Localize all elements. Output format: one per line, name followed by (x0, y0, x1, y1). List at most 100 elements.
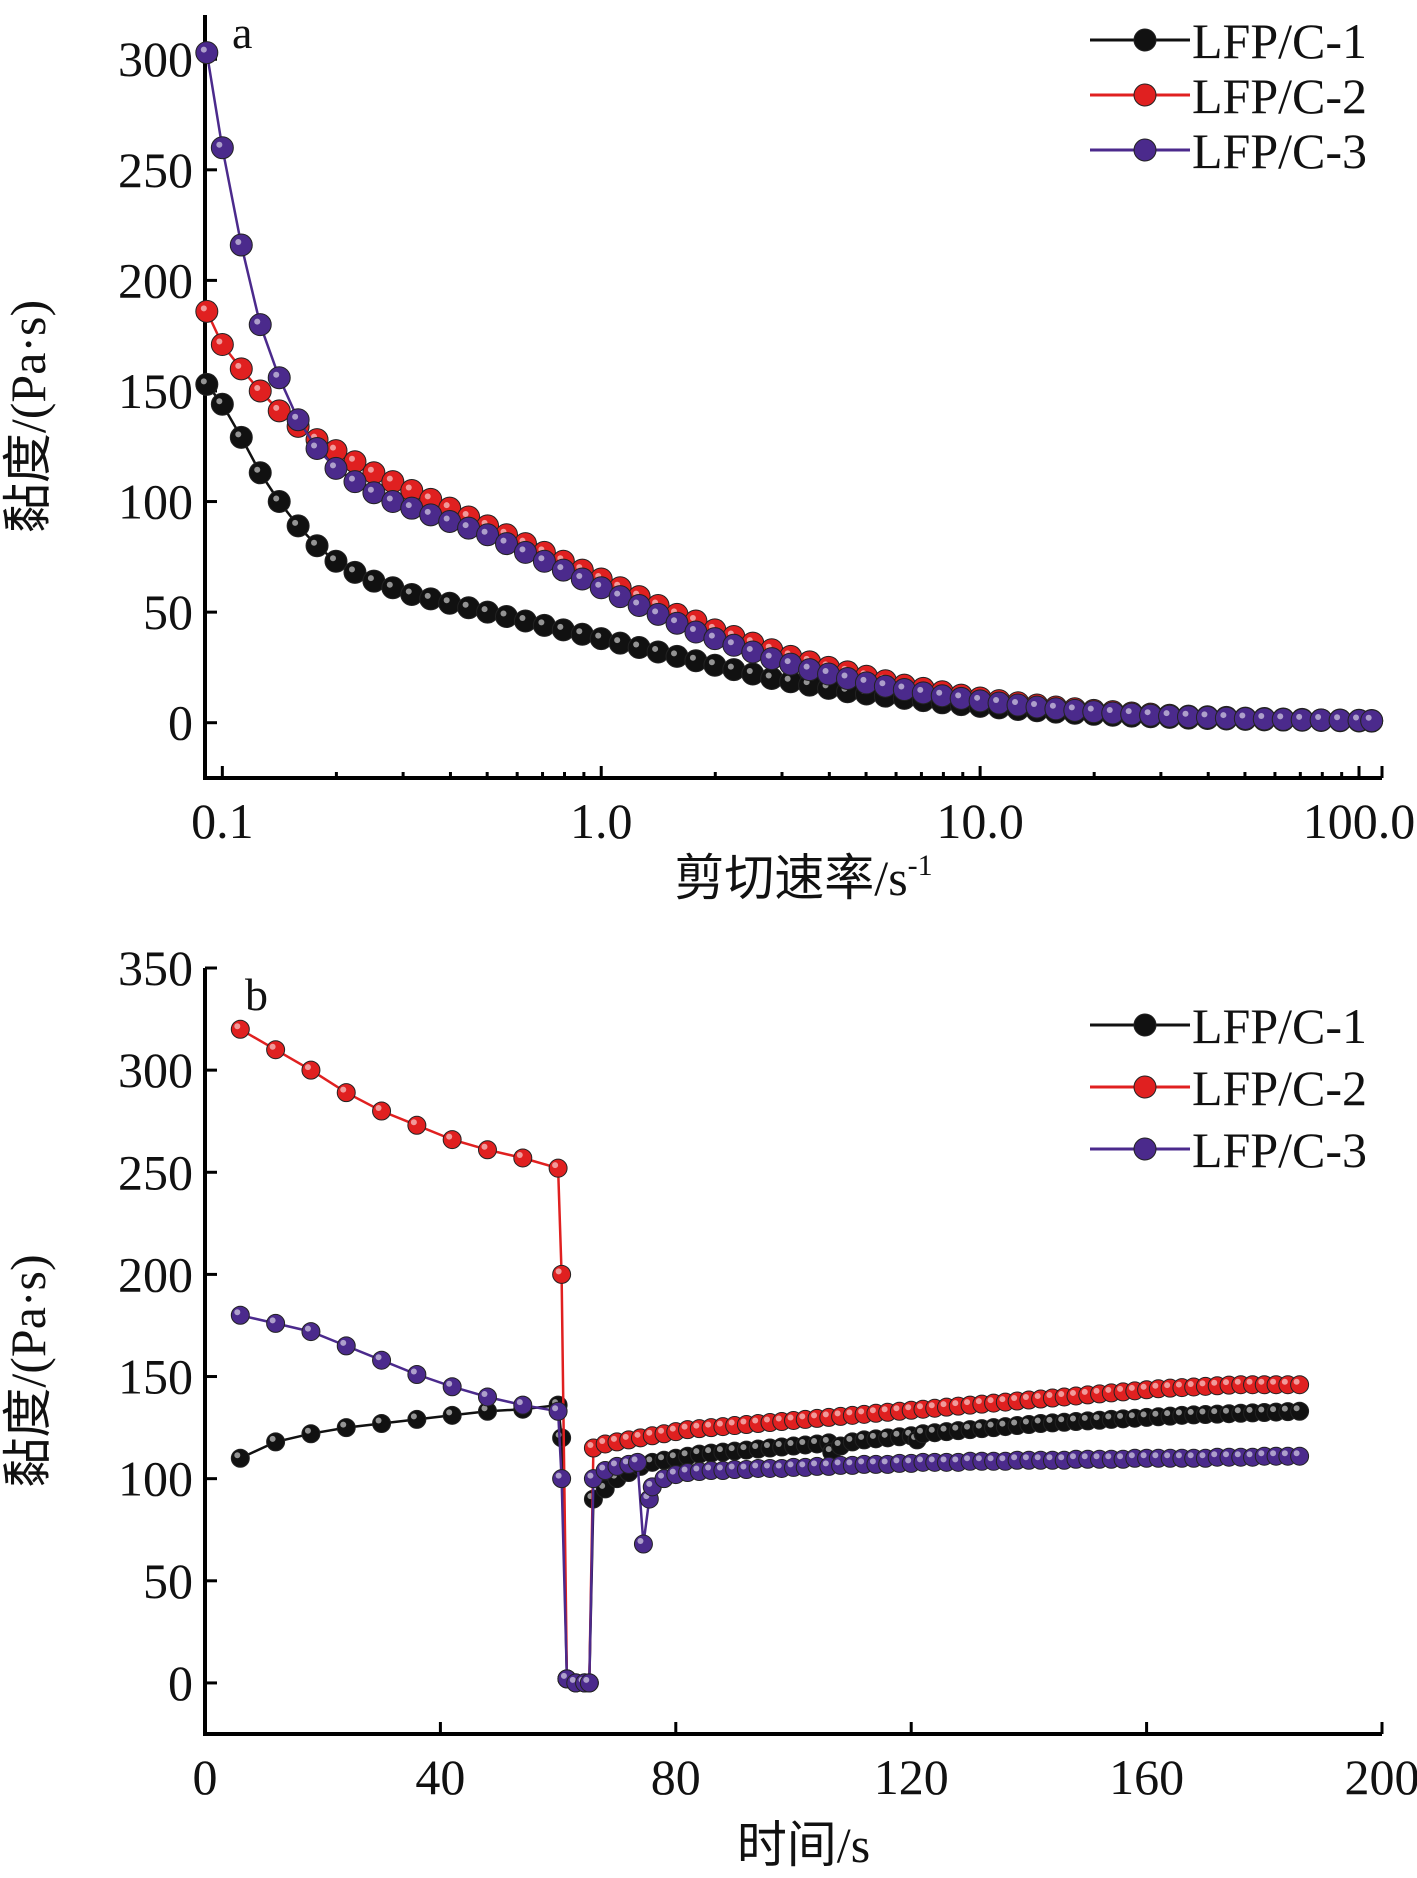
data-point (195, 299, 219, 323)
data-point (741, 662, 765, 686)
data-point (229, 425, 253, 449)
data-point (551, 558, 575, 582)
data-point-highlight (634, 1431, 641, 1438)
data-point (267, 366, 291, 390)
data-point-highlight (955, 692, 962, 699)
data-point (324, 456, 348, 480)
legend-marker (1133, 1075, 1157, 1099)
data-point-highlight (825, 1446, 832, 1453)
x-axis-title-text: 时间/s (737, 1817, 870, 1873)
data-point-highlight (1034, 1393, 1041, 1400)
series-line (239, 1028, 1300, 1685)
data-point (513, 540, 537, 564)
data-point (305, 534, 329, 558)
data-point-highlight (269, 1043, 276, 1050)
data-point-highlight (964, 1399, 971, 1406)
data-point-highlight (940, 1401, 947, 1408)
data-point-highlight (1022, 1394, 1029, 1401)
data-point-highlight (822, 1436, 829, 1443)
legend-marker (1133, 28, 1157, 52)
data-point-highlight (538, 619, 545, 626)
series-LFP/C-2 (230, 1019, 1310, 1693)
data-point-highlight (269, 1317, 276, 1324)
data-point (646, 640, 670, 664)
data-point-highlight (443, 515, 450, 522)
data-point-highlight (481, 1143, 488, 1150)
data-point-highlight (822, 1460, 829, 1467)
data-point-highlight (799, 1461, 806, 1468)
data-point-highlight (269, 1435, 276, 1442)
panel-label: a (232, 7, 252, 58)
data-point-highlight (614, 590, 621, 597)
data-point-highlight (1258, 1450, 1265, 1457)
data-point (646, 602, 670, 626)
data-point-highlight (340, 1086, 347, 1093)
data-point-highlight (905, 1457, 912, 1464)
data-point (457, 596, 481, 620)
data-point-highlight (1222, 1451, 1229, 1458)
data-point-highlight (1117, 1453, 1124, 1460)
data-point-highlight (1239, 712, 1246, 719)
data-point-highlight (975, 1455, 982, 1462)
data-point-highlight (1182, 710, 1189, 717)
y-tick-label: 50 (143, 584, 193, 640)
data-point-highlight (1270, 1406, 1277, 1413)
y-tick-label: 100 (118, 474, 193, 530)
data-point-highlight (1220, 712, 1227, 719)
data-point-highlight (254, 384, 261, 391)
data-point-highlight (1334, 714, 1341, 721)
data-point-highlight (928, 1456, 935, 1463)
legend-label: LFP/C-1 (1192, 998, 1367, 1054)
data-point-highlight (893, 1430, 900, 1437)
data-point-highlight (784, 658, 791, 665)
data-point-highlight (1093, 1414, 1100, 1421)
data-point-highlight (752, 1417, 759, 1424)
data-point-highlight (348, 475, 355, 482)
data-point-highlight (716, 1446, 723, 1453)
data-point-highlight (348, 566, 355, 573)
data-point-highlight (595, 632, 602, 639)
data-point-highlight (1128, 1452, 1135, 1459)
data-point-highlight (424, 493, 431, 500)
data-point-highlight (1270, 1378, 1277, 1385)
data-point-highlight (727, 663, 734, 670)
data-point (1360, 709, 1384, 733)
data-point-highlight (1270, 1450, 1277, 1457)
legend-marker (1133, 83, 1157, 107)
data-point-highlight (424, 592, 431, 599)
data-point (210, 333, 234, 357)
data-point-highlight (375, 1354, 382, 1361)
data-point-highlight (446, 1133, 453, 1140)
data-point-highlight (834, 1459, 841, 1466)
data-point-highlight (311, 539, 318, 546)
data-point-highlight (405, 502, 412, 509)
data-point-highlight (200, 378, 207, 385)
data-point-highlight (375, 1417, 382, 1424)
data-point-highlight (1087, 705, 1094, 712)
data-point-highlight (599, 1464, 606, 1471)
panel-label: b (245, 969, 268, 1020)
data-point-highlight (799, 1413, 806, 1420)
data-point-highlight (669, 1425, 676, 1432)
data-point-highlight (705, 1447, 712, 1454)
data-point-highlight (329, 555, 336, 562)
data-point (494, 605, 518, 629)
data-point-highlight (405, 484, 412, 491)
data-point-highlight (1293, 1405, 1300, 1412)
data-point (548, 1158, 568, 1178)
data-point-highlight (999, 1420, 1006, 1427)
data-point (267, 399, 291, 423)
data-point-highlight (583, 1676, 590, 1683)
data-point (343, 560, 367, 584)
data-point (513, 1148, 533, 1168)
data-point-highlight (775, 1415, 782, 1422)
data-point-highlight (905, 1404, 912, 1411)
series-LFP/C-3 (230, 1305, 1310, 1693)
data-point (930, 684, 954, 708)
data-point-highlight (987, 1455, 994, 1462)
data-point-highlight (811, 1437, 818, 1444)
data-point-highlight (746, 645, 753, 652)
data-point-highlight (928, 1402, 935, 1409)
data-point-highlight (1117, 1412, 1124, 1419)
